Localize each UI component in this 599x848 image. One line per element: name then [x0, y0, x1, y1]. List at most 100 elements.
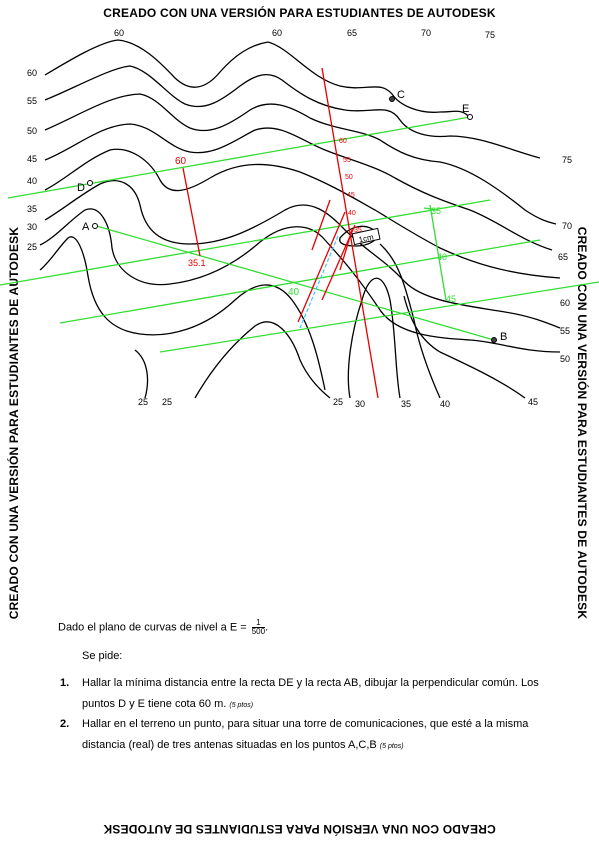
- contour-line: [347, 277, 401, 399]
- contour-label-right: 60: [560, 298, 570, 308]
- contour-line: [267, 41, 471, 119]
- contour-label-bottom: 25: [162, 397, 172, 407]
- green-label: 45: [446, 294, 456, 304]
- point-label-a: A: [82, 221, 90, 233]
- contour-label-left: 55: [27, 96, 37, 106]
- contour-label-top: 75: [485, 30, 495, 40]
- scale-fraction: 1 500: [251, 619, 266, 636]
- red-line: [297, 211, 346, 323]
- question-text: Hallar en el terreno un punto, para situ…: [82, 718, 529, 751]
- contour-label-left: 50: [27, 126, 37, 136]
- red-line: [182, 167, 201, 257]
- contour-line: [403, 295, 526, 399]
- contour-line: [44, 39, 269, 88]
- contour-line: [379, 243, 441, 399]
- green-line: [59, 239, 541, 324]
- question-number: 2.: [60, 718, 70, 730]
- red-label: 50: [345, 174, 353, 181]
- red-label: 35: [354, 227, 362, 234]
- red-labels: 60 60 55 50 45 40 35 35.1: [175, 138, 362, 268]
- contour-label-right: 55: [560, 326, 570, 336]
- contour-line: [254, 127, 553, 251]
- red-line: [311, 199, 331, 251]
- red-label: 45: [347, 192, 355, 199]
- green-line: [159, 281, 599, 353]
- contour-line: [469, 339, 561, 353]
- question-text: Hallar la mínima distancia entre la rect…: [82, 677, 539, 710]
- contour-line: [44, 148, 211, 192]
- green-segment: [429, 204, 447, 301]
- green-segment: [423, 207, 439, 211]
- contour-label-left: 35: [27, 204, 37, 214]
- watermark-bottom: CREADO CON UNA VERSIÓN PARA ESTUDIANTES …: [103, 822, 496, 836]
- point-label-b: B: [500, 331, 507, 343]
- point-d: [87, 180, 93, 186]
- scale-denominator: 500: [251, 627, 266, 636]
- contour-line: [139, 284, 326, 391]
- red-label: 35.1: [188, 258, 206, 268]
- point-label-c: C: [397, 89, 405, 101]
- red-label: 40: [348, 210, 356, 217]
- contour-line: [309, 117, 557, 225]
- contour-line: [39, 236, 141, 335]
- contour-lines: [39, 39, 561, 399]
- contour-line: [39, 208, 171, 286]
- watermark-top: CREADO CON UNA VERSIÓN PARA ESTUDIANTES …: [103, 6, 496, 20]
- line-de: [7, 116, 471, 199]
- point-label-d: D: [77, 182, 85, 194]
- contour-label-left: 25: [27, 242, 37, 252]
- point-labels: A B C D E: [77, 89, 507, 343]
- contour-line: [44, 180, 191, 245]
- contour-label-bottom: 30: [355, 399, 365, 409]
- contour-label-top: 65: [347, 28, 357, 38]
- question-points: (5 ptos): [379, 743, 404, 750]
- contour-label-left: 45: [27, 154, 37, 164]
- contour-map: 1cm A B C D E 60 60 65 70 75 60 55 50 45…: [0, 28, 599, 409]
- contour-label-bottom: 25: [333, 397, 343, 407]
- scale-numerator: 1: [251, 619, 266, 628]
- contour-line: [339, 225, 378, 247]
- contour-label-right: 65: [558, 252, 568, 262]
- contour-label-bottom: 45: [528, 397, 538, 407]
- contour-label-right: 70: [562, 221, 572, 231]
- point-markers: [87, 96, 497, 343]
- contour-line: [194, 321, 331, 399]
- red-line: [339, 229, 353, 271]
- ask-heading: Se pide:: [82, 650, 123, 662]
- contour-label-left: 60: [27, 68, 37, 78]
- contour-line: [44, 123, 256, 161]
- contour-line: [344, 109, 541, 159]
- contour-label-right: 75: [562, 155, 572, 165]
- green-label: 35: [431, 206, 441, 216]
- contour-line: [44, 65, 346, 111]
- red-label: 60: [339, 138, 347, 145]
- red-lines: [182, 67, 379, 399]
- cyan-line: [299, 235, 339, 329]
- point-a: [92, 223, 98, 229]
- question-1: 1. Hallar la mínima distancia entre la r…: [60, 673, 570, 716]
- intro-text: Dado el plano de curvas de nivel a E = 1…: [58, 619, 268, 636]
- contour-label-bottom: 35: [401, 399, 411, 409]
- contour-label-left: 30: [27, 222, 37, 232]
- contour-label-left: 40: [27, 176, 37, 186]
- contour-label-top: 60: [114, 28, 124, 38]
- green-lines: [0, 116, 599, 353]
- point-b: [491, 337, 497, 343]
- green-label: 40: [288, 287, 300, 298]
- contour-line: [134, 349, 149, 399]
- point-label-e: E: [462, 103, 469, 115]
- contour-labels: 60 60 65 70 75 60 55 50 45 40 35 30 25 7…: [27, 28, 572, 409]
- contour-label-right: 50: [560, 354, 570, 364]
- red-label: 55: [343, 157, 351, 164]
- green-labels: 35 40 45 40: [288, 206, 456, 304]
- contour-line: [169, 226, 471, 341]
- intro-suffix: .: [265, 621, 269, 634]
- contour-label-top: 60: [272, 28, 282, 38]
- scale-box: [351, 227, 381, 246]
- red-label: 60: [175, 156, 187, 167]
- question-2: 2. Hallar en el terreno un punto, para s…: [60, 714, 570, 757]
- green-label: 40: [437, 252, 447, 262]
- question-number: 1.: [60, 677, 70, 689]
- contour-line: [189, 204, 561, 329]
- point-c: [389, 96, 395, 102]
